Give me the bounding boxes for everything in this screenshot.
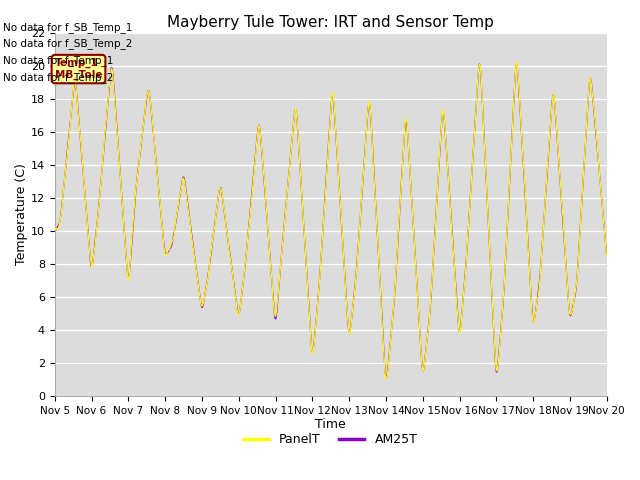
Text: No data for f_Temp_1: No data for f_Temp_1 [3,55,113,66]
Text: No data for f_Temp_2: No data for f_Temp_2 [3,72,113,83]
Legend: PanelT, AM25T: PanelT, AM25T [239,429,422,451]
Text: No data for f_SB_Temp_2: No data for f_SB_Temp_2 [3,38,132,49]
Y-axis label: Temperature (C): Temperature (C) [15,163,28,265]
X-axis label: Time: Time [316,419,346,432]
Title: Mayberry Tule Tower: IRT and Sensor Temp: Mayberry Tule Tower: IRT and Sensor Temp [167,15,494,30]
Text: No data for f_SB_Temp_1: No data for f_SB_Temp_1 [3,22,132,33]
Text: Temp_1
MB_Tole: Temp_1 MB_Tole [55,58,102,80]
